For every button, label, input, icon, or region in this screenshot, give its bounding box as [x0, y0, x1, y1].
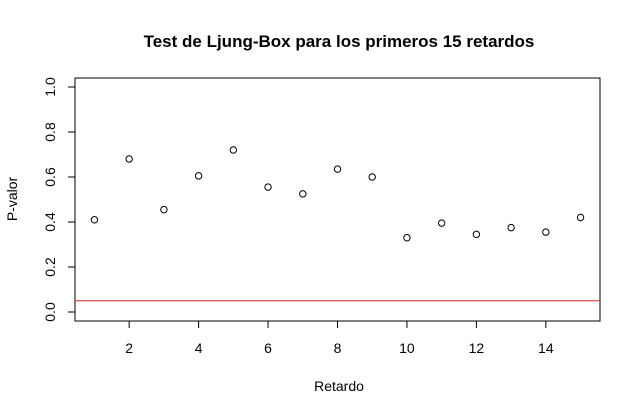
data-point — [299, 190, 307, 198]
y-tick-label: 0.2 — [42, 257, 58, 277]
x-tick-label: 4 — [195, 340, 203, 356]
plot-area-frame — [74, 77, 601, 322]
data-point — [90, 216, 99, 224]
y-tick-label: 0.8 — [42, 122, 58, 142]
data-point — [507, 223, 515, 232]
data-point — [229, 146, 238, 154]
x-tick-label: 12 — [469, 340, 485, 356]
data-point — [403, 234, 411, 242]
x-axis-label: Retardo — [314, 378, 364, 394]
y-tick-label: 1.0 — [42, 77, 58, 97]
data-point — [472, 230, 481, 239]
data-point — [542, 228, 550, 236]
data-point — [368, 173, 376, 181]
data-point — [264, 183, 272, 191]
x-tick-label: 14 — [538, 340, 554, 356]
x-tick-label: 2 — [125, 340, 133, 356]
y-axis-label: P-valor — [4, 176, 20, 221]
y-tick-label: 0.0 — [42, 302, 58, 322]
y-axis: 0.0 0.2 0.4 0.6 0.8 1.0 — [42, 77, 76, 322]
x-tick-label: 8 — [334, 340, 342, 356]
x-tick-label: 10 — [399, 340, 415, 356]
data-point — [576, 213, 585, 222]
x-axis: 2 4 6 8 10 12 14 — [125, 320, 554, 356]
data-points — [90, 146, 585, 242]
data-point — [194, 172, 203, 180]
data-point — [125, 155, 133, 163]
data-point — [437, 219, 446, 227]
data-point — [160, 205, 168, 214]
x-tick-label: 6 — [264, 340, 272, 356]
y-tick-label: 0.6 — [42, 167, 58, 187]
data-point — [333, 165, 342, 173]
y-tick-label: 0.4 — [42, 212, 58, 232]
chart-title: Test de Ljung-Box para los primeros 15 r… — [144, 32, 535, 51]
